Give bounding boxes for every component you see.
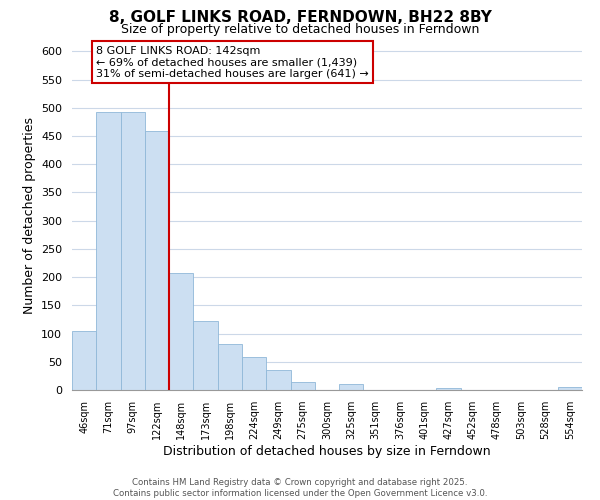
Text: Size of property relative to detached houses in Ferndown: Size of property relative to detached ho…: [121, 22, 479, 36]
Bar: [169, 273, 193, 390]
Bar: [193, 321, 218, 390]
Bar: [121, 112, 145, 390]
Text: 8 GOLF LINKS ROAD: 142sqm
← 69% of detached houses are smaller (1,439)
31% of se: 8 GOLF LINKS ROAD: 142sqm ← 69% of detac…: [96, 46, 369, 79]
Bar: [339, 384, 364, 390]
Bar: [290, 382, 315, 390]
Text: 8, GOLF LINKS ROAD, FERNDOWN, BH22 8BY: 8, GOLF LINKS ROAD, FERNDOWN, BH22 8BY: [109, 10, 491, 25]
Bar: [436, 388, 461, 390]
Text: Contains HM Land Registry data © Crown copyright and database right 2025.
Contai: Contains HM Land Registry data © Crown c…: [113, 478, 487, 498]
X-axis label: Distribution of detached houses by size in Ferndown: Distribution of detached houses by size …: [163, 445, 491, 458]
Y-axis label: Number of detached properties: Number of detached properties: [23, 116, 35, 314]
Bar: [96, 112, 121, 390]
Bar: [242, 358, 266, 390]
Bar: [218, 344, 242, 390]
Bar: [72, 330, 96, 390]
Bar: [558, 387, 582, 390]
Bar: [266, 370, 290, 390]
Bar: [145, 132, 169, 390]
